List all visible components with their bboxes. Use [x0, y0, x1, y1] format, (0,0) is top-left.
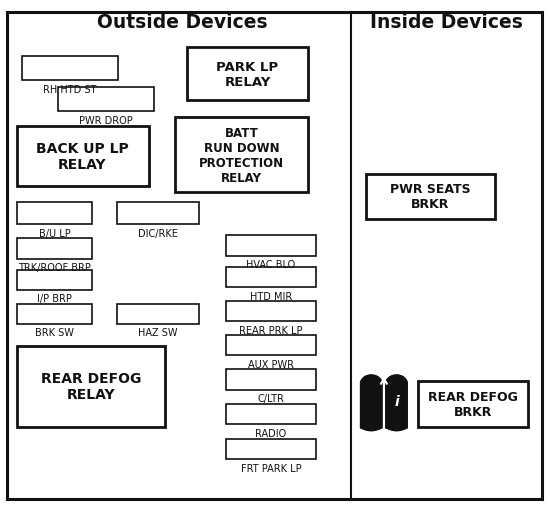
- Text: HVAC BLO: HVAC BLO: [246, 260, 295, 270]
- Bar: [366, 174, 495, 220]
- Text: I/P BRP: I/P BRP: [37, 294, 72, 304]
- Text: DIC/RKE: DIC/RKE: [138, 228, 178, 238]
- Text: BRK SW: BRK SW: [35, 328, 74, 338]
- Polygon shape: [386, 375, 407, 431]
- Text: REAR DEFOG
BRKR: REAR DEFOG BRKR: [428, 390, 518, 418]
- Text: FRT PARK LP: FRT PARK LP: [240, 463, 301, 473]
- Text: PARK LP
RELAY: PARK LP RELAY: [217, 61, 278, 88]
- Bar: [418, 381, 528, 427]
- Text: BACK UP LP
RELAY: BACK UP LP RELAY: [36, 141, 129, 172]
- Bar: [226, 404, 316, 424]
- Bar: [226, 236, 316, 256]
- Bar: [16, 203, 92, 225]
- Bar: [226, 370, 316, 390]
- Text: Inside Devices: Inside Devices: [370, 13, 523, 32]
- Text: PWR DROP: PWR DROP: [79, 116, 133, 126]
- Bar: [226, 268, 316, 288]
- Text: C/LTR: C/LTR: [257, 393, 284, 403]
- Polygon shape: [361, 375, 382, 431]
- Text: i: i: [394, 394, 399, 409]
- Text: HTD MIR: HTD MIR: [250, 291, 292, 301]
- Bar: [58, 88, 154, 112]
- Text: REAR DEFOG
RELAY: REAR DEFOG RELAY: [41, 371, 141, 401]
- Text: RH HTD ST: RH HTD ST: [43, 84, 97, 94]
- Text: Outside Devices: Outside Devices: [97, 13, 267, 32]
- Bar: [22, 57, 118, 81]
- Bar: [16, 239, 92, 259]
- Bar: [117, 203, 199, 225]
- Bar: [16, 346, 165, 427]
- Bar: [16, 126, 148, 187]
- Bar: [187, 48, 308, 101]
- Text: RADIO: RADIO: [255, 428, 287, 438]
- Bar: [16, 304, 92, 324]
- Text: TRK/ROOF BRP: TRK/ROOF BRP: [18, 263, 91, 273]
- Bar: [16, 270, 92, 290]
- Bar: [117, 304, 199, 324]
- Text: BATT
RUN DOWN
PROTECTION
RELAY: BATT RUN DOWN PROTECTION RELAY: [199, 127, 284, 184]
- Bar: [175, 118, 308, 193]
- Text: PWR SEATS
BRKR: PWR SEATS BRKR: [390, 183, 471, 211]
- Bar: [226, 301, 316, 322]
- Text: B/U LP: B/U LP: [39, 228, 70, 238]
- Bar: [226, 439, 316, 460]
- Text: AUX PWR: AUX PWR: [248, 359, 294, 369]
- Text: REAR PRK LP: REAR PRK LP: [239, 325, 302, 335]
- Bar: [226, 335, 316, 356]
- Text: HAZ SW: HAZ SW: [138, 328, 178, 338]
